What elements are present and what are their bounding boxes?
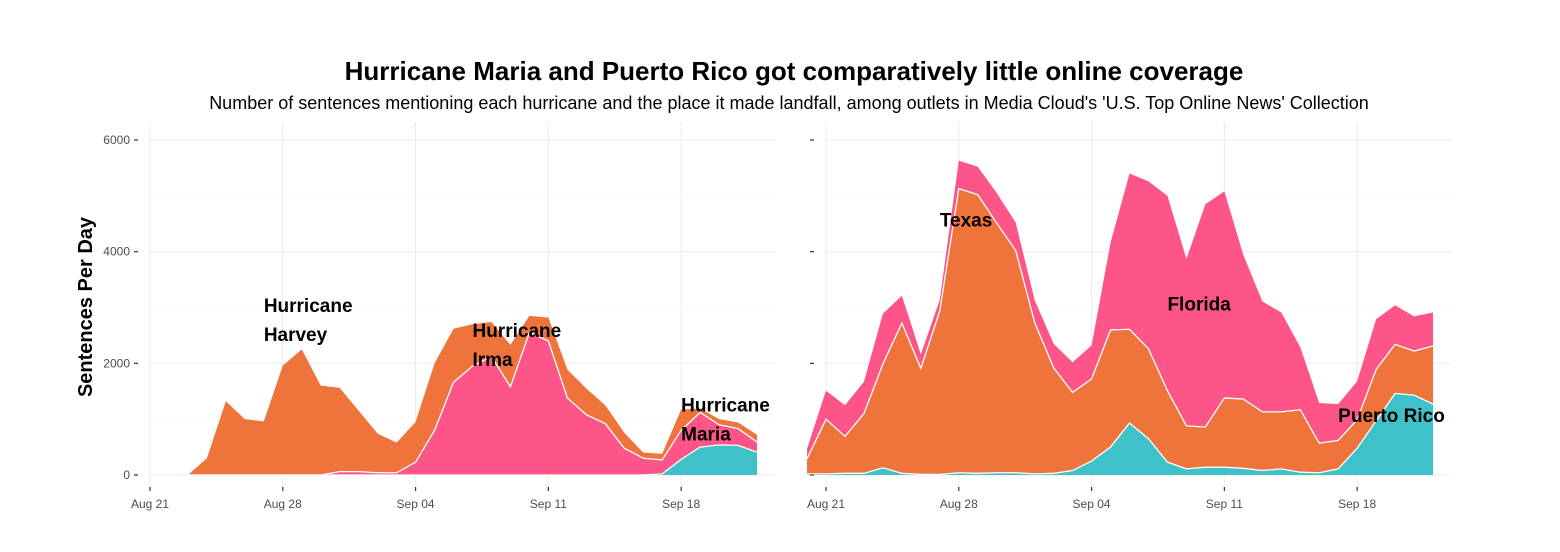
x-tick-label: Sep 04 (397, 497, 435, 511)
area-series-orange (807, 188, 1434, 475)
y-tick-label: 6000 (103, 133, 130, 147)
area-label: Hurricane Irma (472, 321, 561, 371)
x-tick-label: Aug 21 (131, 497, 169, 511)
x-tick-label: Aug 28 (940, 497, 978, 511)
area-label: Florida (1167, 294, 1231, 315)
panel-places: Aug 21 Aug 28 Sep 04 Sep 11 Sep 18 Texas Flori… (806, 122, 1452, 511)
panel-hurricanes: 0 2000 4000 6000 Aug 21 Aug 28 Sep 04 Sep 11 Sep… (103, 122, 776, 511)
x-tick-label: Sep 18 (1338, 497, 1376, 511)
area-label: Texas (940, 211, 992, 232)
y-axis-label: Sentences Per Day (75, 216, 97, 397)
chart-subtitle: Number of sentences mentioning each hurr… (209, 93, 1369, 113)
stacked-areas (806, 160, 1434, 476)
area-series-pink (807, 160, 1434, 459)
area-labels: Hurricane Harvey Hurricane Irma Hurricane Mar… (264, 296, 770, 445)
y-axis: 0 2000 4000 6000 (103, 133, 138, 482)
y-tick-label: 2000 (103, 356, 130, 370)
x-tick-label: Aug 28 (264, 497, 302, 511)
x-tick-label: Sep 11 (1206, 497, 1243, 511)
y-tick-label: 4000 (103, 245, 130, 259)
area-label: Hurricane Maria (681, 395, 770, 445)
area-label: Hurricane Harvey (264, 296, 353, 346)
y-tick-label: 0 (123, 468, 130, 482)
x-tick-label: Sep 11 (530, 497, 567, 511)
area-series-cyan (807, 393, 1434, 475)
x-tick-label: Sep 04 (1073, 497, 1111, 511)
y-axis (810, 139, 814, 476)
chart-title: Hurricane Maria and Puerto Rico got comp… (344, 56, 1244, 86)
x-axis: Aug 21 Aug 28 Sep 04 Sep 11 Sep 18 (807, 487, 1376, 511)
x-tick-label: Sep 18 (662, 497, 700, 511)
stacked-areas (187, 315, 758, 476)
area-boundary-cyan (807, 392, 1434, 476)
area-boundary-orange (806, 187, 1434, 460)
area-boundary-pink (187, 331, 758, 476)
area-series-pink (187, 332, 758, 475)
area-series-cyan (187, 444, 758, 475)
x-axis: Aug 21 Aug 28 Sep 04 Sep 11 Sep 18 (131, 487, 700, 511)
x-tick-label: Aug 21 (807, 497, 845, 511)
area-labels: Texas Florida Puerto Rico (940, 211, 1445, 427)
area-label: Puerto Rico (1338, 406, 1445, 427)
